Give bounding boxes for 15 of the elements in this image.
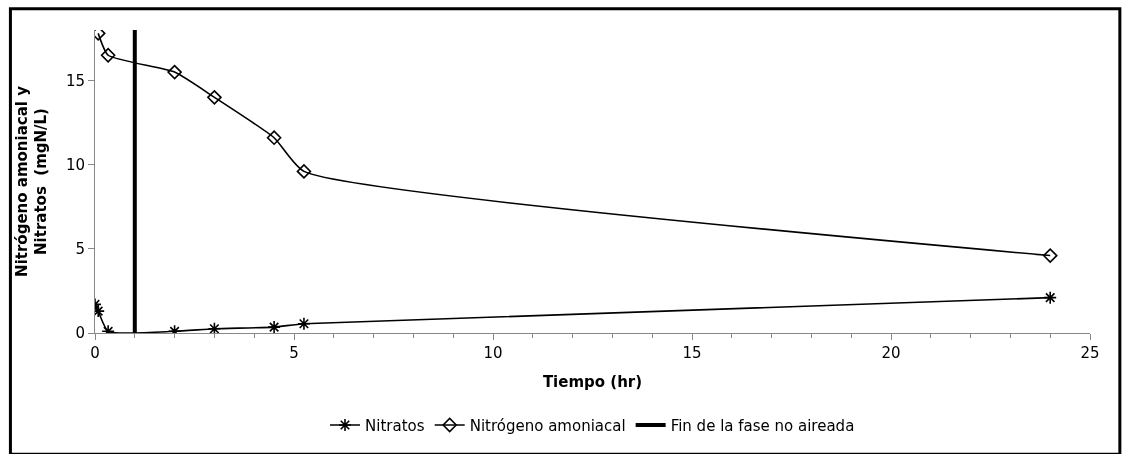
x-tick-label: 5 [289,344,299,362]
x-tick-label: 0 [90,344,100,362]
legend-label: Nitratos [365,416,425,435]
y-tick-label: 0 [75,324,85,343]
x-tick-label: 20 [881,344,901,362]
y-tick-label: 10 [65,155,85,174]
y-axis-title: Nitrógeno amoniacal y Nitratos (mgN/L) [12,85,51,277]
x-axis-title: Tiempo (hr) [542,373,643,391]
x-tick-label: 15 [682,344,702,362]
y-tick-label: 5 [75,240,85,259]
x-tick-label: 10 [483,344,503,362]
x-tick-label: 25 [1080,344,1100,362]
legend-label: Fin de la fase no aireada [670,416,855,435]
y-tick-label: 15 [65,71,85,90]
legend-label: Nitrógeno amoniacal [469,416,626,435]
